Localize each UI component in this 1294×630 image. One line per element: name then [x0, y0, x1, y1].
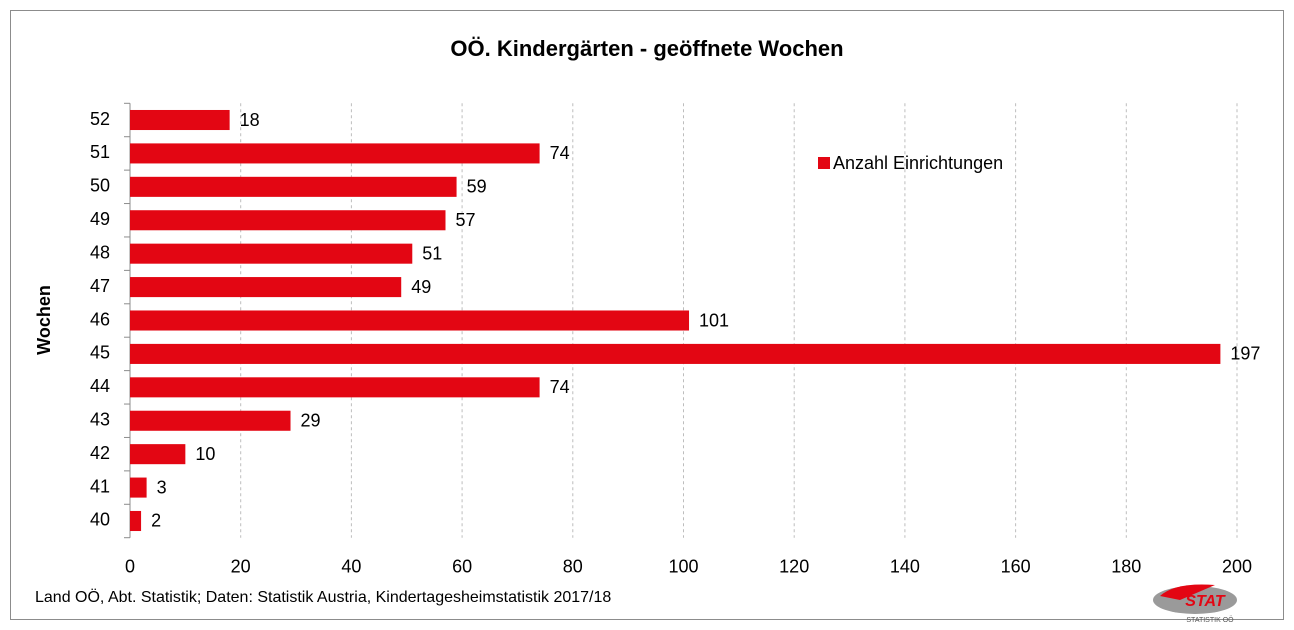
source-note: Land OÖ, Abt. Statistik; Daten: Statisti…	[35, 588, 611, 606]
bar	[130, 510, 142, 532]
value-label: 29	[301, 410, 321, 430]
bar	[130, 277, 402, 298]
bar	[130, 143, 540, 164]
legend-swatch	[818, 157, 830, 169]
bar	[130, 477, 147, 498]
x-tick-label: 80	[563, 556, 583, 576]
bar	[130, 310, 690, 331]
x-tick-label: 20	[231, 556, 251, 576]
y-tick-label: 44	[90, 376, 110, 396]
logo: STAT STATISTIK OÖ	[1153, 584, 1237, 624]
y-tick-label: 50	[90, 176, 110, 196]
x-tick-label: 180	[1111, 556, 1141, 576]
legend-label: Anzahl Einrichtungen	[833, 153, 1003, 173]
value-label: 2	[151, 511, 161, 531]
value-label: 57	[455, 210, 475, 230]
y-axis-label: Wochen	[34, 285, 54, 355]
logo-shape	[1160, 584, 1215, 600]
bar	[130, 444, 186, 465]
x-tick-label: 160	[1001, 556, 1031, 576]
logo-text: STAT	[1185, 593, 1226, 610]
bar	[130, 109, 230, 131]
bar	[130, 410, 291, 431]
value-label: 74	[550, 143, 570, 163]
y-tick-label: 45	[90, 343, 110, 363]
y-tick-label: 49	[90, 209, 110, 229]
y-tick-label: 41	[90, 476, 110, 496]
x-tick-label: 0	[125, 556, 135, 576]
y-tick-label: 46	[90, 309, 110, 329]
bar	[130, 176, 457, 197]
bar	[130, 343, 1221, 364]
value-label: 51	[422, 243, 442, 263]
bar	[130, 377, 540, 398]
y-tick-label: 40	[90, 510, 110, 530]
y-tick-label: 42	[90, 443, 110, 463]
x-tick-label: 60	[452, 556, 472, 576]
logo-subtext: STATISTIK OÖ	[1186, 616, 1234, 624]
y-tick-label: 43	[90, 409, 110, 429]
x-tick-label: 40	[341, 556, 361, 576]
value-label: 59	[467, 177, 487, 197]
y-tick-label: 47	[90, 276, 110, 296]
x-tick-label: 100	[668, 556, 698, 576]
chart-title: OÖ. Kindergärten - geöffnete Wochen	[450, 36, 843, 61]
y-tick-label: 52	[90, 109, 110, 129]
value-label: 101	[699, 310, 729, 330]
value-label: 10	[195, 444, 215, 464]
value-label: 197	[1230, 344, 1260, 364]
value-label: 49	[411, 277, 431, 297]
x-tick-label: 120	[779, 556, 809, 576]
bar	[130, 243, 413, 264]
y-tick-label: 48	[90, 242, 110, 262]
value-label: 3	[157, 477, 167, 497]
value-label: 74	[550, 377, 570, 397]
y-tick-label: 51	[90, 142, 110, 162]
x-tick-label: 200	[1222, 556, 1252, 576]
value-label: 18	[240, 110, 260, 130]
bar	[130, 210, 446, 231]
x-tick-label: 140	[890, 556, 920, 576]
